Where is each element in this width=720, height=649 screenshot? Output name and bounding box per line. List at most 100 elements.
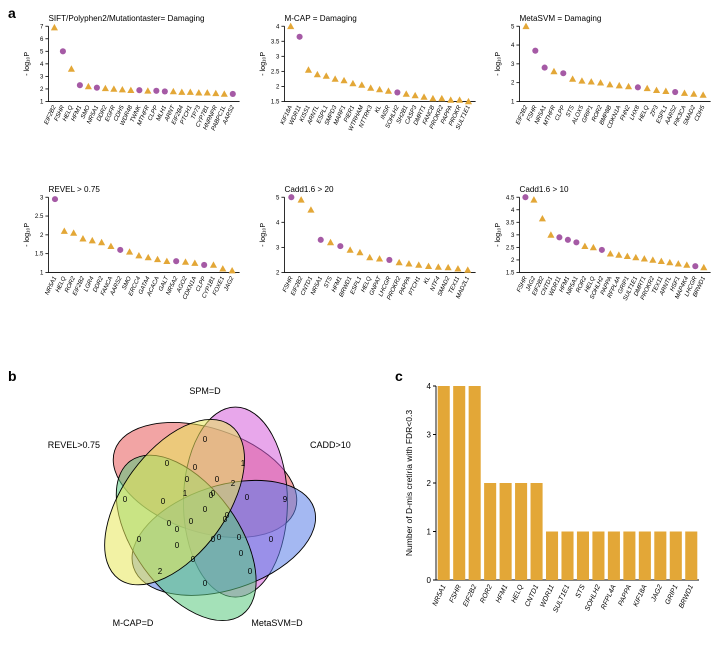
venn-count: 0: [175, 525, 180, 534]
svg-text:- log₁₀P: - log₁₀P: [494, 222, 502, 246]
data-point: [107, 242, 114, 248]
venn-set-label: SPM=D: [189, 386, 221, 396]
svg-text:1.5: 1.5: [506, 269, 515, 276]
svg-text:4: 4: [427, 382, 432, 391]
chart-title: Cadd1.6 > 10: [520, 185, 569, 194]
svg-text:CNTD1: CNTD1: [524, 584, 540, 608]
chart-title: M-CAP = Damaging: [284, 14, 356, 23]
data-point: [438, 95, 445, 101]
data-point: [434, 263, 441, 269]
data-point: [68, 65, 75, 71]
scatter-chart: SIFT/Polyphen2/Mutationtaster= Damaging1…: [20, 12, 244, 175]
bar: [546, 532, 558, 581]
venn-set-label: MetaSVM=D: [251, 618, 303, 628]
bar: [561, 532, 573, 581]
venn-count: 0: [248, 567, 253, 576]
data-point: [162, 88, 168, 94]
data-point: [358, 81, 365, 87]
bar: [639, 532, 651, 581]
venn-count: 0: [203, 505, 208, 514]
data-point: [607, 81, 614, 87]
svg-text:1: 1: [40, 98, 44, 105]
data-point: [557, 234, 563, 240]
data-point: [163, 257, 170, 263]
svg-text:BRWD1: BRWD1: [678, 584, 695, 610]
data-point: [356, 248, 363, 254]
data-point: [456, 96, 463, 102]
bar: [484, 483, 496, 580]
svg-text:5: 5: [40, 48, 44, 55]
data-point: [340, 77, 347, 83]
venn-count: 0: [185, 475, 190, 484]
data-point: [405, 260, 412, 266]
svg-text:- log₁₀P: - log₁₀P: [259, 52, 267, 76]
data-point: [337, 243, 343, 249]
data-point: [402, 90, 409, 96]
data-point: [599, 246, 605, 252]
venn-count: 1: [241, 459, 246, 468]
venn-count: 0: [123, 495, 128, 504]
venn-count: 0: [211, 489, 216, 498]
data-point: [51, 24, 58, 30]
venn-count: 0: [137, 535, 142, 544]
data-point: [675, 260, 682, 266]
data-point: [376, 86, 383, 92]
data-point: [624, 252, 631, 258]
data-point: [79, 235, 86, 241]
data-point: [191, 259, 198, 265]
svg-text:7: 7: [40, 23, 44, 30]
svg-text:SULT1E1: SULT1E1: [552, 584, 571, 614]
svg-text:2: 2: [511, 80, 515, 87]
svg-text:2: 2: [427, 479, 432, 488]
bar: [515, 483, 527, 580]
data-point: [625, 83, 632, 89]
svg-text:3: 3: [40, 194, 44, 201]
data-point: [597, 79, 604, 85]
venn-count: 0: [175, 541, 180, 550]
venn-count: 0: [245, 493, 250, 502]
svg-text:2.5: 2.5: [35, 213, 44, 220]
svg-text:2: 2: [276, 269, 280, 276]
svg-text:2.5: 2.5: [271, 68, 280, 75]
chart-title: MetaSVM = Damaging: [520, 14, 602, 23]
data-point: [569, 75, 576, 81]
svg-text:EIF2B2: EIF2B2: [462, 584, 478, 608]
data-point: [542, 65, 548, 71]
bar: [685, 532, 697, 581]
data-point: [693, 263, 699, 269]
data-point: [126, 248, 133, 254]
data-point: [296, 34, 302, 40]
bar: [592, 532, 604, 581]
data-point: [644, 85, 651, 91]
svg-text:FSHR: FSHR: [449, 584, 463, 604]
scatter-chart: M-CAP = Damaging1.522.533.54- log₁₀PKIF1…: [256, 12, 480, 175]
data-point: [60, 48, 66, 54]
bar: [670, 532, 682, 581]
panel-b-label: b: [8, 368, 17, 384]
data-point: [523, 23, 530, 29]
data-point: [376, 255, 383, 261]
data-point: [447, 96, 454, 102]
venn-count: 9: [283, 495, 288, 504]
venn-count: 0: [165, 459, 170, 468]
data-point: [187, 88, 194, 94]
chart-title: Cadd1.6 > 20: [284, 185, 333, 194]
data-point: [691, 90, 698, 96]
data-point: [582, 242, 589, 248]
data-point: [523, 194, 529, 200]
data-point: [127, 87, 134, 93]
data-point: [135, 252, 142, 258]
svg-text:1.5: 1.5: [271, 98, 280, 105]
svg-text:- log₁₀P: - log₁₀P: [23, 222, 31, 246]
svg-text:3: 3: [40, 73, 44, 80]
data-point: [173, 258, 179, 264]
svg-text:4: 4: [276, 23, 280, 30]
data-point: [650, 256, 657, 262]
svg-text:- log₁₀P: - log₁₀P: [494, 52, 502, 76]
venn-count: 0: [215, 475, 220, 484]
data-point: [701, 264, 708, 270]
venn-count: 0: [225, 511, 230, 520]
bar: [469, 386, 481, 580]
svg-text:PAPPA: PAPPA: [617, 584, 633, 607]
data-point: [420, 93, 427, 99]
